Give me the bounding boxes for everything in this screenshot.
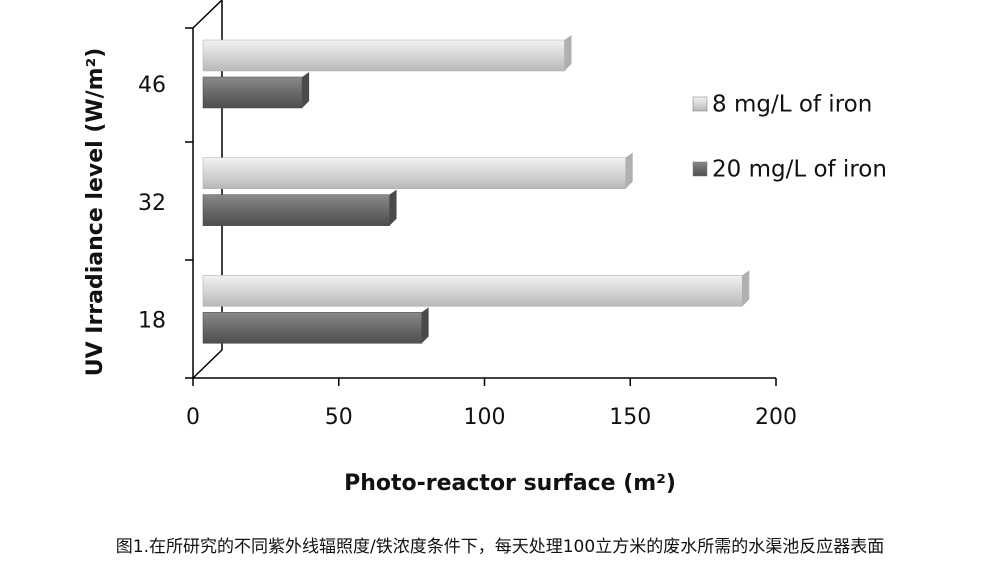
x-axis-title: Photo-reactor surface (m²) [344, 471, 676, 496]
x-tick-label: 150 [609, 405, 651, 430]
bar [202, 275, 743, 307]
y-axis-title: UV Irradiance level (W/m²) [83, 48, 108, 377]
bar-end [564, 35, 572, 71]
caption: 图1.在所研究的不同紫外线辐照度/铁浓度条件下，每天处理100立方米的废水所需的… [116, 537, 884, 557]
bar [202, 194, 390, 226]
legend-label: 8 mg/L of iron [712, 92, 872, 118]
legend-label: 20 mg/L of iron [712, 157, 887, 183]
y-tick-label: 32 [138, 191, 166, 216]
bar [202, 312, 422, 344]
legend-swatch [692, 96, 708, 112]
bar-end [389, 189, 397, 226]
bar-end [421, 307, 429, 344]
x-tick-label: 0 [186, 405, 200, 430]
y-tick-label: 46 [138, 73, 166, 98]
bar-end [742, 270, 750, 307]
x-tick-label: 200 [755, 405, 797, 430]
legend-swatch [692, 161, 708, 177]
bar [202, 157, 626, 189]
bar-end [302, 72, 310, 108]
bar [202, 76, 303, 109]
y-tick-label: 18 [138, 309, 166, 334]
x-tick-label: 100 [464, 405, 506, 430]
bar-end [625, 152, 633, 189]
x-tick-label: 50 [325, 405, 353, 430]
bar [202, 39, 565, 72]
